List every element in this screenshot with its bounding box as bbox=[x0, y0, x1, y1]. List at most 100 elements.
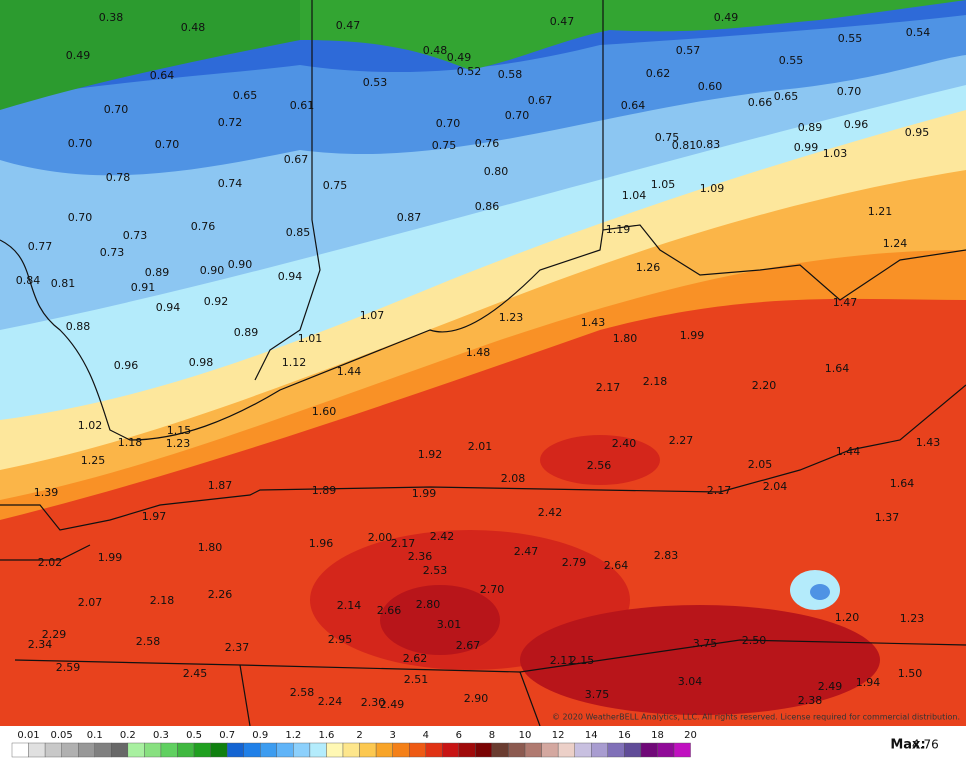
map-value-label: 1.03 bbox=[823, 147, 848, 160]
legend-swatch bbox=[475, 742, 493, 758]
map-value-label: 2.58 bbox=[290, 686, 315, 699]
map-value-label: 0.67 bbox=[528, 94, 553, 107]
legend-swatch bbox=[657, 742, 675, 758]
map-value-label: 1.50 bbox=[898, 667, 923, 680]
legend-label: 1.6 bbox=[318, 730, 334, 741]
map-value-label: 0.73 bbox=[100, 246, 125, 259]
map-value-label: 0.78 bbox=[106, 171, 131, 184]
map-value-label: 1.39 bbox=[34, 486, 59, 499]
map-value-label: 1.64 bbox=[890, 477, 915, 490]
map-value-label: 0.62 bbox=[646, 67, 671, 80]
map-value-label: 0.70 bbox=[837, 85, 862, 98]
map-value-label: 0.70 bbox=[505, 109, 530, 122]
legend-swatch bbox=[640, 742, 658, 758]
map-value-label: 0.92 bbox=[204, 295, 229, 308]
map-value-label: 0.80 bbox=[484, 165, 509, 178]
map-value-label: 0.94 bbox=[278, 270, 303, 283]
map-value-label: 0.72 bbox=[218, 116, 243, 129]
map-value-label: 2.01 bbox=[468, 440, 493, 453]
legend-swatch bbox=[61, 742, 79, 758]
map-value-label: 2.67 bbox=[456, 639, 481, 652]
legend-swatch bbox=[276, 742, 294, 758]
map-value-label: 0.65 bbox=[774, 90, 799, 103]
map-value-label: 2.17 bbox=[596, 381, 621, 394]
legend-swatch bbox=[44, 742, 62, 758]
legend-swatch bbox=[557, 742, 575, 758]
map-value-label: 0.89 bbox=[798, 121, 823, 134]
legend-label: 0.1 bbox=[87, 730, 103, 741]
map-value-label: 0.57 bbox=[676, 44, 701, 57]
legend-label: 3 bbox=[389, 730, 395, 741]
legend-swatch bbox=[425, 742, 443, 758]
map-value-label: 2.42 bbox=[538, 506, 563, 519]
map-value-label: 0.47 bbox=[550, 15, 575, 28]
map-value-label: 2.27 bbox=[669, 434, 694, 447]
map-value-label: 2.24 bbox=[318, 695, 343, 708]
map-value-label: 0.70 bbox=[155, 138, 180, 151]
map-value-label: 1.09 bbox=[700, 182, 725, 195]
map-value-label: 0.89 bbox=[145, 266, 170, 279]
map-value-label: 0.47 bbox=[336, 19, 361, 32]
map-value-label: 0.96 bbox=[114, 359, 139, 372]
legend-label: 18 bbox=[651, 730, 664, 741]
map-value-label: 1.25 bbox=[81, 454, 106, 467]
legend-swatch bbox=[491, 742, 509, 758]
map-value-label: 1.23 bbox=[166, 437, 191, 450]
map-value-label: 2.49 bbox=[380, 698, 405, 711]
map-value-label: 1.23 bbox=[499, 311, 524, 324]
legend-swatch bbox=[94, 742, 112, 758]
map-value-label: 2.80 bbox=[416, 598, 441, 611]
legend-swatch bbox=[11, 742, 29, 758]
legend-swatch bbox=[309, 742, 327, 758]
legend-label: 0.7 bbox=[219, 730, 235, 741]
map-value-label: 1.04 bbox=[622, 189, 647, 202]
map-value-label: 0.67 bbox=[284, 153, 309, 166]
map-value-label: 2.30 bbox=[361, 696, 386, 709]
map-value-label: 0.48 bbox=[423, 44, 448, 57]
map-value-label: 0.75 bbox=[655, 131, 680, 144]
map-value-label: 2.45 bbox=[183, 667, 208, 680]
map-value-label: 2.66 bbox=[377, 604, 402, 617]
map-value-label: 0.81 bbox=[51, 277, 76, 290]
map-value-label: 1.99 bbox=[680, 329, 705, 342]
map-value-label: 3.01 bbox=[437, 618, 462, 631]
legend-swatch bbox=[607, 742, 625, 758]
legend-swatch bbox=[342, 742, 360, 758]
legend-swatch bbox=[574, 742, 592, 758]
legend-label: 14 bbox=[585, 730, 598, 741]
legend-swatch bbox=[260, 742, 277, 758]
map-value-label: 2.51 bbox=[404, 673, 429, 686]
map-value-label: 0.94 bbox=[156, 301, 181, 314]
legend-label: 20 bbox=[684, 730, 697, 741]
map-value-label: 0.38 bbox=[99, 11, 124, 24]
map-value-label: 0.49 bbox=[66, 49, 91, 62]
map-value-label: 3.75 bbox=[693, 637, 718, 650]
state-borders bbox=[0, 0, 966, 727]
map-value-label: 2.00 bbox=[368, 531, 393, 544]
map-value-label: 0.49 bbox=[447, 51, 472, 64]
map-value-label: 1.64 bbox=[825, 362, 850, 375]
legend-label: 0.05 bbox=[51, 730, 73, 741]
map-value-label: 1.89 bbox=[312, 484, 337, 497]
map-value-label: 1.26 bbox=[636, 261, 661, 274]
map-value-label: 1.07 bbox=[360, 309, 385, 322]
legend-swatch bbox=[226, 742, 244, 758]
map-value-label: 0.87 bbox=[397, 211, 422, 224]
map-value-label: 0.75 bbox=[432, 139, 457, 152]
legend-swatch bbox=[375, 742, 393, 758]
map-value-label: 2.49 bbox=[818, 680, 843, 693]
map-value-label: 1.99 bbox=[98, 551, 123, 564]
map-value-label: 2.59 bbox=[56, 661, 81, 674]
map-value-label: 1.96 bbox=[309, 537, 334, 550]
map-value-label: 2.04 bbox=[763, 480, 788, 493]
map-value-label: 1.87 bbox=[208, 479, 233, 492]
map-value-label: 0.49 bbox=[714, 11, 739, 24]
legend-label: 2 bbox=[356, 730, 362, 741]
map-value-label: 2.34 bbox=[28, 638, 53, 651]
map-value-label: 0.99 bbox=[794, 141, 819, 154]
map-value-label: 3.75 bbox=[585, 688, 610, 701]
map-value-label: 0.91 bbox=[131, 281, 156, 294]
map-value-label: 0.70 bbox=[68, 137, 93, 150]
map-value-label: 0.88 bbox=[66, 320, 91, 333]
map-value-label: 2.37 bbox=[225, 641, 250, 654]
